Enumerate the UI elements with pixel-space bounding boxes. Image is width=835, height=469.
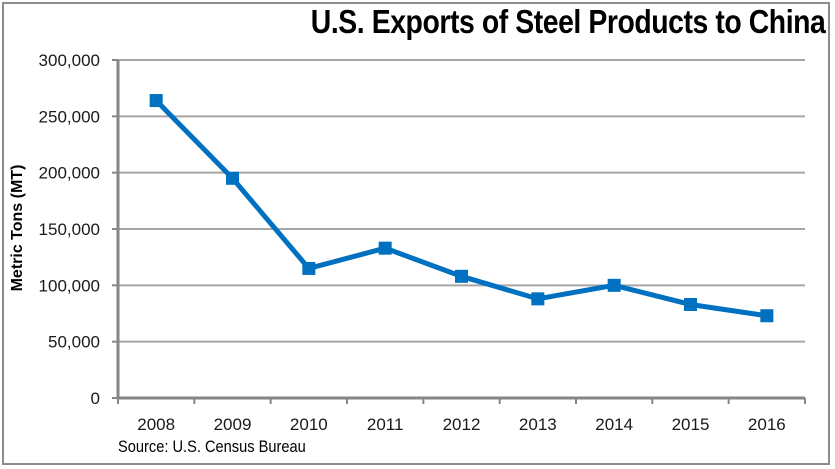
x-tick-label: 2016 <box>748 415 786 434</box>
x-tick-label: 2010 <box>290 415 328 434</box>
x-tick-label: 2015 <box>672 415 710 434</box>
x-tick-label: 2012 <box>443 415 481 434</box>
data-point-2010 <box>302 261 316 275</box>
axes <box>112 59 806 404</box>
x-tick-label: 2013 <box>519 415 557 434</box>
x-tick-label: 2009 <box>214 415 252 434</box>
data-point-2009 <box>226 171 239 185</box>
data-point-2015 <box>684 297 697 311</box>
y-tick-label: 250,000 <box>39 107 100 126</box>
x-tick-label: 2008 <box>137 415 175 434</box>
series <box>149 94 774 323</box>
y-tick-label: 100,000 <box>39 276 100 295</box>
y-tick-label: 50,000 <box>48 333 100 352</box>
chart-title: U.S. Exports of Steel Products to China <box>310 3 825 40</box>
y-tick-label: 200,000 <box>39 164 100 183</box>
data-point-2014 <box>607 278 621 292</box>
data-point-2012 <box>455 269 468 283</box>
gridlines <box>118 59 805 343</box>
series-line <box>154 98 768 319</box>
data-point-2011 <box>378 241 392 255</box>
y-tick-label: 150,000 <box>39 220 100 239</box>
data-point-2016 <box>760 309 774 323</box>
data-point-2008 <box>149 94 163 108</box>
x-tick-label: 2014 <box>595 415 633 434</box>
chart-frame <box>2 2 830 465</box>
y-tick-label: 0 <box>91 389 100 408</box>
x-tick-label: 2011 <box>367 415 404 434</box>
data-point-2013 <box>531 292 545 306</box>
source-note: Source: U.S. Census Bureau <box>118 437 306 456</box>
y-axis-ticks: 0 50,000 100,000 150,000 200,000 250,000 300,0… <box>39 51 100 408</box>
y-tick-label: 300,000 <box>39 51 100 70</box>
x-axis-ticks: 2008 2009 2010 2011 2012 2013 2014 2015 2016 <box>137 415 785 434</box>
